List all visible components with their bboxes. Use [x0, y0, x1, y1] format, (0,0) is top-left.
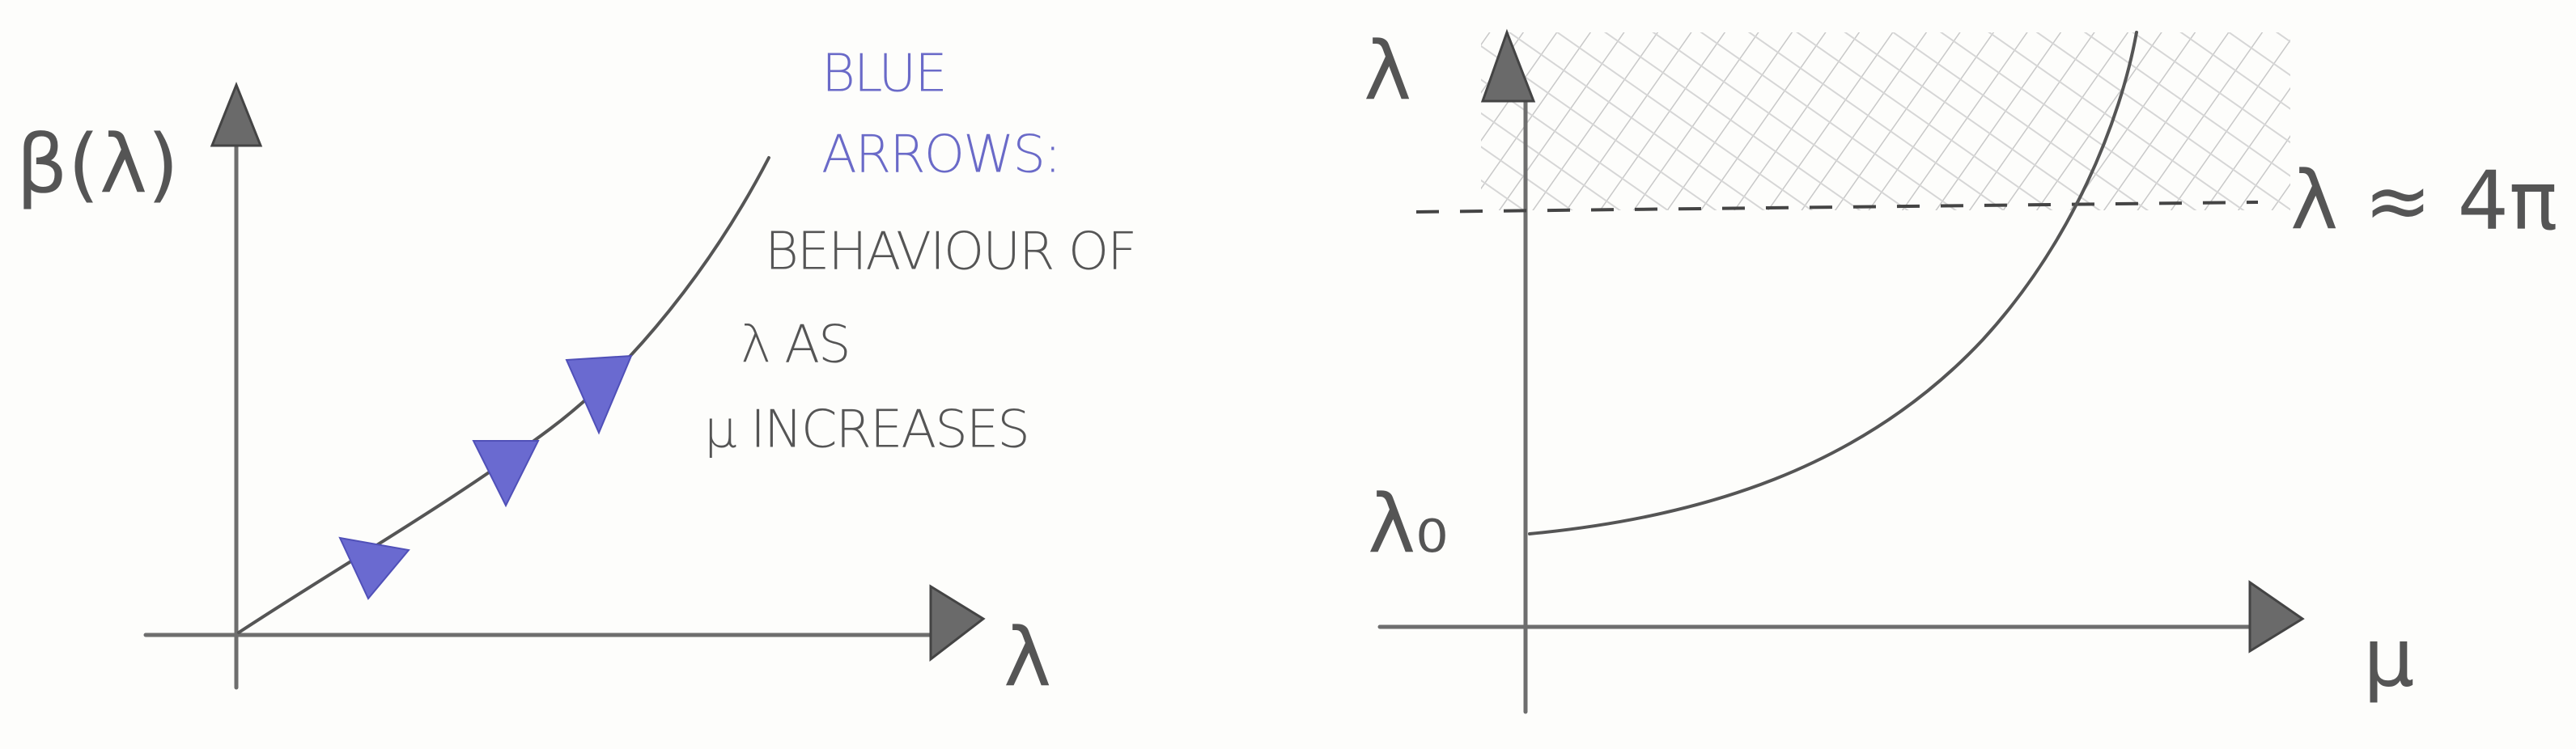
left-panel: β(λ) λ BLUE ARROWS: BEHAVIOUR OF λ AS μ … [16, 44, 1137, 705]
y-axis-label: λ [1364, 23, 1411, 118]
blue-arrow [565, 354, 633, 435]
x-axis-label: λ [1004, 610, 1051, 705]
arrowhead [1480, 28, 1536, 103]
arrowhead [2248, 580, 2305, 654]
curve [237, 156, 770, 634]
curve [1528, 31, 2138, 535]
blue-arrow [472, 440, 540, 508]
note-line: μ INCREASES [704, 400, 1029, 460]
right-panel: λ λ ≈ 4π λ₀ μ [1364, 23, 2557, 714]
threshold-line [1415, 201, 2259, 214]
start-label: λ₀ [1368, 476, 1448, 571]
x-axis-label: μ [2363, 610, 2415, 705]
y-axis-label: β(λ) [16, 116, 179, 211]
note-title: BLUE [821, 44, 946, 104]
note-title: ARROWS: [821, 125, 1060, 185]
note-line: BEHAVIOUR OF [765, 222, 1135, 282]
hatched-region [1481, 32, 2290, 210]
arrowhead [929, 584, 986, 662]
note-line: λ AS [741, 315, 850, 375]
arrowhead [210, 81, 263, 147]
threshold-label: λ ≈ 4π [2290, 153, 2557, 248]
blue-arrow [338, 536, 410, 600]
